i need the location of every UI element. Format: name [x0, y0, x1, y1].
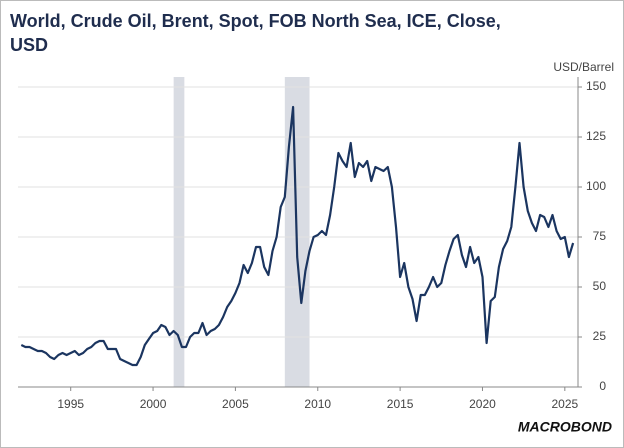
x-tick-label: 2015	[387, 397, 414, 411]
y-tick-label: 100	[586, 179, 606, 193]
x-tick-label: 2005	[222, 397, 249, 411]
x-tick-label: 2025	[551, 397, 578, 411]
y-tick-label: 25	[593, 329, 607, 343]
logo: MACROBOND	[518, 419, 612, 435]
y-tick-label: 75	[593, 229, 607, 243]
chart-title: World, Crude Oil, Brent, Spot, FOB North…	[10, 11, 501, 31]
x-tick-label: 1995	[57, 397, 84, 411]
x-tick-label: 2010	[304, 397, 331, 411]
data-line	[20, 105, 575, 367]
chart-title: USD	[10, 35, 48, 55]
y-tick-label: 50	[593, 279, 607, 293]
y-tick-label: 0	[599, 379, 606, 393]
y-tick-label: 125	[586, 129, 606, 143]
shaded-period	[173, 77, 185, 387]
y-tick-label: 150	[586, 79, 606, 93]
x-tick-label: 2020	[469, 397, 496, 411]
x-tick-label: 2000	[140, 397, 167, 411]
y-unit: USD/Barrel	[553, 60, 614, 74]
